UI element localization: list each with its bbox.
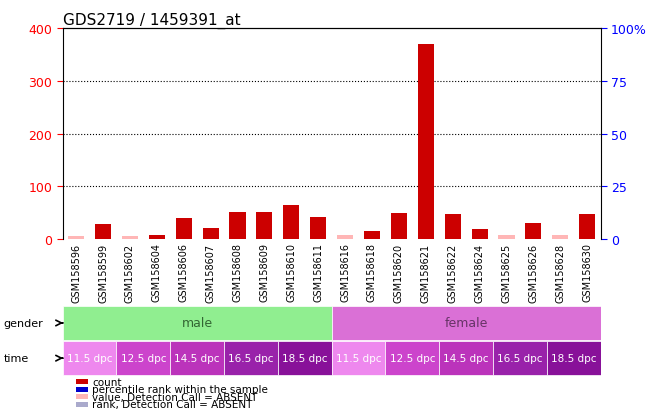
- Text: 18.5 dpc: 18.5 dpc: [282, 353, 327, 363]
- Text: male: male: [182, 317, 213, 330]
- Bar: [230, 212, 246, 240]
- Text: GSM158616: GSM158616: [340, 243, 350, 302]
- Text: GSM158602: GSM158602: [125, 243, 135, 302]
- Text: GDS2719 / 1459391_at: GDS2719 / 1459391_at: [63, 13, 240, 29]
- Bar: [498, 235, 515, 240]
- Text: time: time: [3, 353, 28, 363]
- Text: GSM158625: GSM158625: [502, 243, 512, 302]
- Bar: [122, 237, 138, 240]
- Text: GSM158607: GSM158607: [206, 243, 216, 302]
- Text: 16.5 dpc: 16.5 dpc: [228, 353, 274, 363]
- Text: 16.5 dpc: 16.5 dpc: [497, 353, 543, 363]
- Bar: [471, 229, 488, 240]
- Bar: [337, 235, 353, 240]
- Text: 14.5 dpc: 14.5 dpc: [174, 353, 220, 363]
- Text: GSM158621: GSM158621: [421, 243, 431, 302]
- Bar: [331, 306, 601, 340]
- Bar: [63, 306, 331, 340]
- Bar: [364, 232, 380, 240]
- Text: GSM158630: GSM158630: [582, 243, 592, 302]
- Text: percentile rank within the sample: percentile rank within the sample: [92, 385, 268, 394]
- Bar: [385, 342, 440, 375]
- Text: GSM158624: GSM158624: [475, 243, 484, 302]
- Text: GSM158618: GSM158618: [367, 243, 377, 302]
- Text: GSM158622: GSM158622: [447, 243, 457, 302]
- Text: 12.5 dpc: 12.5 dpc: [389, 353, 435, 363]
- Text: GSM158604: GSM158604: [152, 243, 162, 302]
- Bar: [283, 205, 300, 240]
- Text: female: female: [444, 317, 488, 330]
- Text: GSM158606: GSM158606: [179, 243, 189, 302]
- Text: 12.5 dpc: 12.5 dpc: [121, 353, 166, 363]
- Text: value, Detection Call = ABSENT: value, Detection Call = ABSENT: [92, 392, 258, 402]
- Text: GSM158628: GSM158628: [555, 243, 565, 302]
- Text: GSM158611: GSM158611: [314, 243, 323, 302]
- Text: gender: gender: [3, 318, 43, 328]
- Text: count: count: [92, 377, 122, 387]
- Text: GSM158608: GSM158608: [232, 243, 242, 302]
- Bar: [391, 213, 407, 240]
- Text: GSM158596: GSM158596: [71, 243, 81, 302]
- Bar: [546, 342, 601, 375]
- Bar: [95, 225, 111, 240]
- Bar: [310, 217, 326, 240]
- Bar: [331, 342, 385, 375]
- Text: 18.5 dpc: 18.5 dpc: [551, 353, 597, 363]
- Bar: [117, 342, 170, 375]
- Bar: [224, 342, 278, 375]
- Bar: [525, 224, 541, 240]
- Text: GSM158599: GSM158599: [98, 243, 108, 302]
- Text: GSM158626: GSM158626: [529, 243, 539, 302]
- Bar: [63, 342, 117, 375]
- Text: 14.5 dpc: 14.5 dpc: [444, 353, 489, 363]
- Text: 11.5 dpc: 11.5 dpc: [67, 353, 112, 363]
- Bar: [278, 342, 332, 375]
- Bar: [579, 214, 595, 240]
- Bar: [493, 342, 546, 375]
- Text: GSM158609: GSM158609: [259, 243, 269, 302]
- Bar: [176, 218, 192, 240]
- Bar: [445, 214, 461, 240]
- Text: rank, Detection Call = ABSENT: rank, Detection Call = ABSENT: [92, 399, 253, 409]
- Bar: [440, 342, 493, 375]
- Text: 11.5 dpc: 11.5 dpc: [336, 353, 381, 363]
- Bar: [203, 228, 218, 240]
- Text: GSM158620: GSM158620: [394, 243, 404, 302]
- Bar: [418, 45, 434, 240]
- Text: GSM158610: GSM158610: [286, 243, 296, 302]
- Bar: [148, 235, 165, 240]
- Bar: [552, 235, 568, 240]
- Bar: [170, 342, 224, 375]
- Bar: [68, 237, 84, 240]
- Bar: [256, 212, 273, 240]
